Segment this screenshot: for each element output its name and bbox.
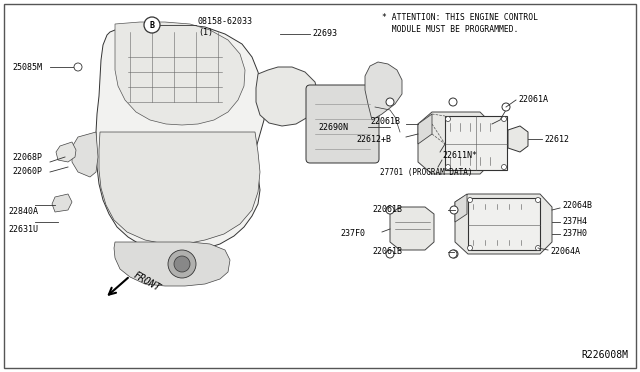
Text: 22061A: 22061A <box>518 96 548 105</box>
Circle shape <box>168 250 196 278</box>
Text: 22840A: 22840A <box>8 208 38 217</box>
Circle shape <box>467 198 472 202</box>
Circle shape <box>386 250 394 258</box>
Text: 22060P: 22060P <box>12 167 42 176</box>
Text: 237H4: 237H4 <box>562 218 587 227</box>
Text: 22631U: 22631U <box>8 224 38 234</box>
Text: R226008M: R226008M <box>581 350 628 360</box>
Polygon shape <box>96 22 265 252</box>
Circle shape <box>74 63 82 71</box>
Polygon shape <box>72 132 98 177</box>
Circle shape <box>445 164 451 170</box>
Circle shape <box>449 250 457 258</box>
Circle shape <box>450 206 458 214</box>
Text: (1): (1) <box>198 28 213 36</box>
Polygon shape <box>256 67 318 126</box>
Text: 22612+B: 22612+B <box>356 135 391 144</box>
Text: 22611N*: 22611N* <box>442 151 477 160</box>
Bar <box>445 116 507 170</box>
FancyBboxPatch shape <box>306 85 379 163</box>
Text: 22061B: 22061B <box>372 247 402 257</box>
Text: 22061B: 22061B <box>370 118 400 126</box>
Text: 22064A: 22064A <box>550 247 580 257</box>
Text: 22612: 22612 <box>544 135 569 144</box>
Polygon shape <box>418 112 492 174</box>
Text: 22693: 22693 <box>312 29 337 38</box>
Text: 22061B: 22061B <box>372 205 402 215</box>
Text: 237F0: 237F0 <box>340 230 365 238</box>
Circle shape <box>445 116 451 122</box>
Polygon shape <box>455 194 552 254</box>
Circle shape <box>536 246 541 250</box>
Text: MODULE MUST BE PROGRAMMED.: MODULE MUST BE PROGRAMMED. <box>382 25 518 33</box>
Circle shape <box>174 256 190 272</box>
Polygon shape <box>455 194 467 222</box>
Polygon shape <box>115 22 245 125</box>
Text: 22690N: 22690N <box>318 122 348 131</box>
Text: 22068P: 22068P <box>12 153 42 161</box>
Text: 27701 (PROGRAM DATA): 27701 (PROGRAM DATA) <box>380 167 472 176</box>
Polygon shape <box>99 132 260 244</box>
Text: * ATTENTION: THIS ENGINE CONTROL: * ATTENTION: THIS ENGINE CONTROL <box>382 13 538 22</box>
Polygon shape <box>418 114 432 144</box>
Circle shape <box>536 198 541 202</box>
Text: FRONT: FRONT <box>132 270 163 294</box>
Circle shape <box>144 17 160 33</box>
Circle shape <box>502 103 510 111</box>
Text: 08158-62033: 08158-62033 <box>198 17 253 26</box>
Text: 25085M: 25085M <box>12 62 42 71</box>
Circle shape <box>502 116 506 122</box>
Polygon shape <box>52 194 72 212</box>
Text: 22064B: 22064B <box>562 202 592 211</box>
Bar <box>468 198 540 250</box>
Circle shape <box>467 246 472 250</box>
Circle shape <box>386 206 394 214</box>
Polygon shape <box>365 62 402 120</box>
Circle shape <box>386 98 394 106</box>
Text: B: B <box>150 20 154 29</box>
Polygon shape <box>508 126 528 152</box>
Text: 237H0: 237H0 <box>562 230 587 238</box>
Circle shape <box>450 250 458 258</box>
Polygon shape <box>56 142 76 162</box>
Polygon shape <box>114 242 230 286</box>
Circle shape <box>449 98 457 106</box>
Polygon shape <box>390 207 434 250</box>
Circle shape <box>502 164 506 170</box>
